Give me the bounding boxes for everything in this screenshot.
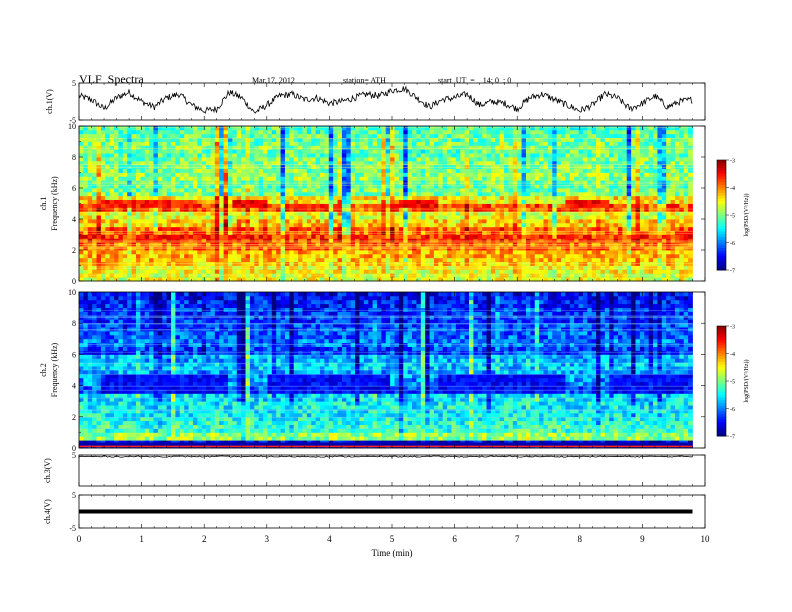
ch1-spectrogram-colorbar-label: log(PSD/(V²/Hz))	[743, 193, 750, 236]
ch2-spectrogram-ytick-4: 4	[72, 382, 76, 391]
ch2-spectrogram-ytick-8: 8	[72, 319, 76, 328]
ch4-waveform-ylabel: ch.4(V)	[43, 499, 52, 524]
ch1-waveform-trace	[79, 86, 693, 113]
xtick-3: 3	[265, 534, 270, 544]
ch2-spectrogram-heatmap	[79, 292, 693, 448]
ch1-spectrogram-ytick-4: 4	[72, 215, 76, 224]
ch1-spectrogram-ytick-8: 8	[72, 153, 76, 162]
ch1-spectrogram-heatmap	[79, 126, 693, 281]
ch1-waveform-ylabel: ch.1(V)	[45, 89, 54, 114]
xtick-9: 9	[640, 534, 645, 544]
ch1-ytick-5: 5	[72, 79, 76, 88]
ch2-spectrogram-ytick-10: 10	[68, 288, 76, 297]
ch3-waveform-ylabel: ch.3(V)	[43, 458, 52, 483]
xtick-0: 0	[77, 534, 82, 544]
xtick-4: 4	[327, 534, 332, 544]
ch4-ytick-5: 5	[72, 491, 76, 500]
ch2-spectrogram-colorbar-label: log(PSD/(V²/Hz))	[743, 359, 750, 402]
ch2-spectrogram-ylabel: Frequency (kHz)	[50, 342, 59, 397]
vlf-spectra-figure: 5-5ch.1(V)0246810ch.1 Frequency (kHz)-3-4…	[0, 0, 792, 612]
ch1-spectrogram-ytick-6: 6	[72, 184, 76, 193]
ch2-spectrogram-colorbar-tick: -4	[730, 352, 735, 358]
xtick-5: 5	[390, 534, 395, 544]
xtick-6: 6	[452, 534, 457, 544]
xtick-7: 7	[515, 534, 520, 544]
ch3-ytick-5: 5	[72, 451, 76, 460]
ch2-spectrogram-colorbar: -3 -4 -5 -6 -7 log(PSD/(V²/Hz))	[717, 325, 750, 441]
ch1-spectrogram-colorbar-tick: -3	[730, 159, 735, 165]
ch1-spectrogram-ytick-10: 10	[68, 122, 76, 131]
ch2-spectrogram-colorbar-tick: -5	[730, 380, 735, 386]
x-axis-label: Time (min)	[372, 548, 413, 558]
ch1-spectrogram-ylabel: Frequency (kHz)	[50, 176, 59, 231]
ch3-waveform-frame	[79, 455, 705, 486]
ch1-spectrogram-colorbar-tick: -4	[730, 186, 735, 192]
ch2-spectrogram-ytick-2: 2	[72, 413, 76, 422]
ch1-waveform-frame	[79, 83, 705, 120]
ch4-ytick-neg5: -5	[69, 524, 76, 533]
ch1-spectrogram-colorbar-tick: -6	[730, 241, 735, 247]
ch1-spectrogram-ytick-2: 2	[72, 246, 76, 255]
ch2-spectrogram-colorbar-tick: -3	[730, 325, 735, 331]
xtick-10: 10	[701, 534, 711, 544]
ch1-spectrogram-channel-label: ch.1	[39, 197, 48, 211]
xtick-2: 2	[202, 534, 207, 544]
ch2-spectrogram-colorbar-tick: -6	[730, 407, 735, 413]
ch3-waveform-trace	[79, 456, 693, 457]
ch1-spectrogram-colorbar-tick: -7	[730, 269, 735, 275]
ch2-spectrogram-ytick-6: 6	[72, 350, 76, 359]
ch1-spectrogram-colorbar-tick: -5	[730, 214, 735, 220]
ch1-spectrogram-colorbar: -3 -4 -5 -6 -7 log(PSD/(V²/Hz))	[717, 159, 750, 275]
xtick-1: 1	[139, 534, 144, 544]
xtick-8: 8	[578, 534, 583, 544]
ch2-spectrogram-colorbar-tick: -7	[730, 435, 735, 441]
ch2-spectrogram-channel-label: ch.2	[39, 363, 48, 377]
ch1-spectrogram-ytick-0: 0	[72, 277, 76, 286]
ch4-waveform-trace	[79, 510, 692, 514]
